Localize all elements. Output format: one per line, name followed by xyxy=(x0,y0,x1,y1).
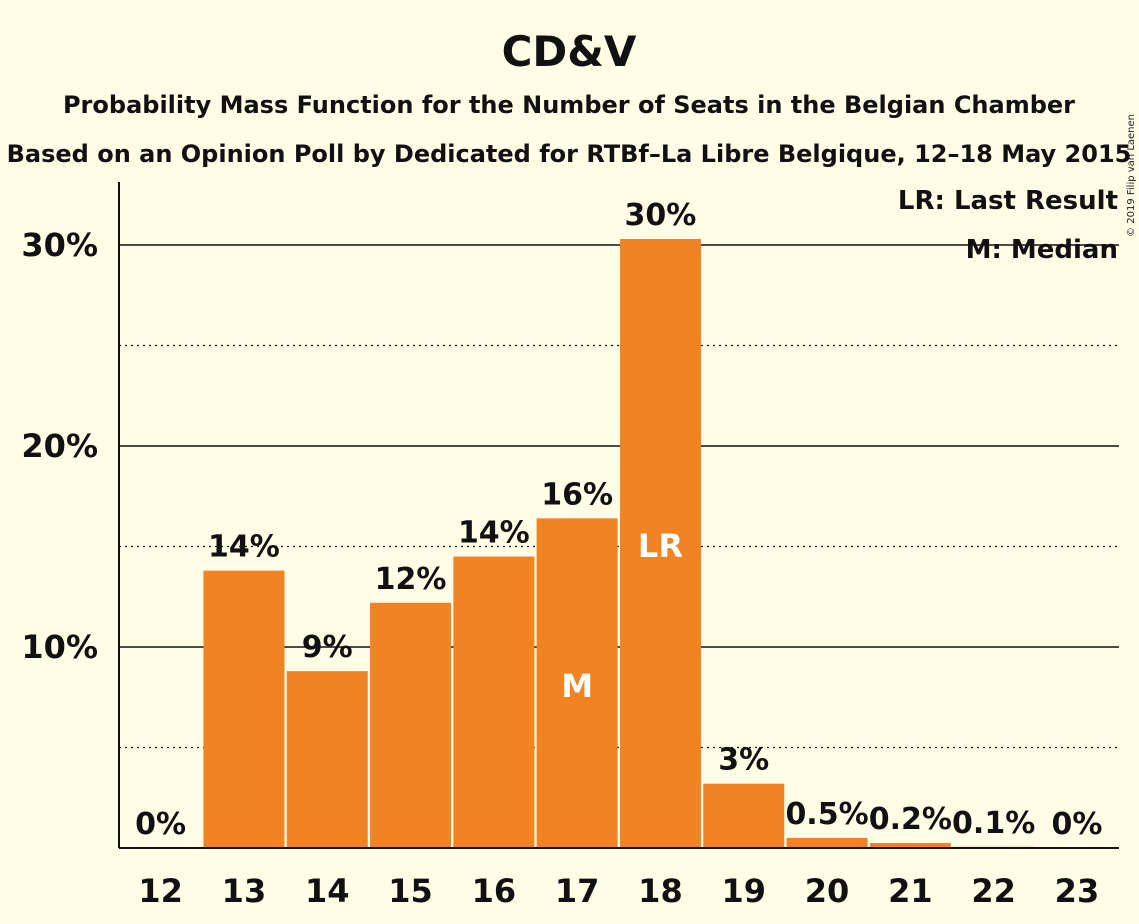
chart-subtitle: Probability Mass Function for the Number… xyxy=(63,91,1075,119)
x-tick-label: 20 xyxy=(805,872,850,910)
data-label: 0.1% xyxy=(952,806,1035,841)
bar-14 xyxy=(286,671,368,848)
x-tick-labels: 12 13 14 15 16 17 18 19 20 21 22 23 xyxy=(138,872,1099,910)
bar-15 xyxy=(370,602,452,848)
legend-median: M: Median xyxy=(966,235,1118,265)
chart-title: CD&V xyxy=(502,27,637,76)
last-result-marker: LR xyxy=(638,527,683,565)
data-label: 30% xyxy=(625,198,697,233)
x-tick-label: 14 xyxy=(305,872,350,910)
median-marker: M xyxy=(561,667,593,705)
x-tick-label: 18 xyxy=(638,872,683,910)
chart-subtitle-source: Based on an Opinion Poll by Dedicated fo… xyxy=(7,140,1132,168)
legend-last-result: LR: Last Result xyxy=(898,186,1118,216)
y-tick-label: 10% xyxy=(21,628,98,666)
x-tick-label: 19 xyxy=(721,872,766,910)
data-label: 12% xyxy=(375,562,447,597)
x-tick-label: 15 xyxy=(388,872,433,910)
data-label: 0% xyxy=(1051,807,1102,842)
bar-19 xyxy=(703,783,785,848)
x-tick-label: 12 xyxy=(138,872,183,910)
data-label: 0.2% xyxy=(869,802,952,837)
data-labels: 0% 14% 9% 12% 14% 16% M 30% LR 3% 0.5% 0.2% 0.1% 0% xyxy=(135,198,1102,842)
x-tick-label: 21 xyxy=(888,872,933,910)
copyright-note: © 2019 Filip van Laenen xyxy=(1126,114,1137,237)
data-label: 3% xyxy=(718,743,769,778)
y-tick-label: 20% xyxy=(21,427,98,465)
data-label: 14% xyxy=(458,516,530,551)
data-label: 16% xyxy=(541,477,613,512)
y-tick-label: 30% xyxy=(21,226,98,264)
bars xyxy=(203,238,1035,849)
y-tick-labels: 10% 20% 30% xyxy=(21,226,98,666)
bar-17 xyxy=(536,518,618,848)
data-label: 0% xyxy=(135,807,186,842)
bar-21 xyxy=(869,842,951,848)
bar-20 xyxy=(786,837,868,848)
x-tick-label: 22 xyxy=(971,872,1016,910)
x-tick-label: 23 xyxy=(1055,872,1100,910)
bar-16 xyxy=(453,556,535,848)
x-tick-label: 17 xyxy=(555,872,600,910)
grid-lines xyxy=(119,244,1119,749)
data-label: 14% xyxy=(208,530,280,565)
data-label: 0.5% xyxy=(785,797,868,832)
data-label: 9% xyxy=(302,630,353,665)
bar-13 xyxy=(203,570,285,848)
bar-18 xyxy=(619,238,701,849)
x-tick-label: 13 xyxy=(222,872,267,910)
x-tick-label: 16 xyxy=(472,872,517,910)
